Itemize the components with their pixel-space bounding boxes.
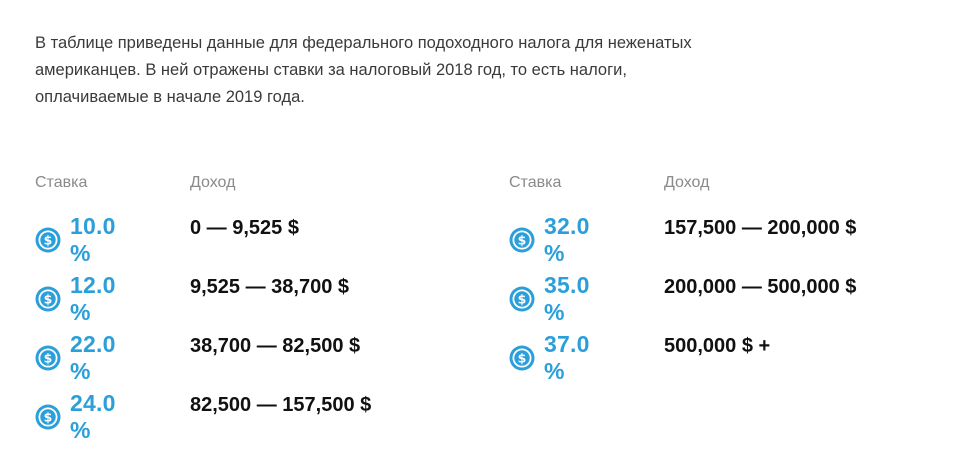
income-header: Доход [664,174,710,191]
svg-text:$: $ [518,351,527,366]
income-range: 500,000 $ + [664,335,771,357]
rate-value: 37.0 % [544,331,590,384]
intro-text: В таблице приведены данные для федеральн… [35,34,692,106]
income-range: 82,500 — 157,500 $ [190,394,372,416]
rate-value: 35.0 % [544,272,590,325]
rate-header: Ставка [509,174,562,191]
income-range: 38,700 — 82,500 $ [190,335,361,357]
svg-text:$: $ [518,292,527,307]
rate-cell: $ 10.0 % [35,213,116,267]
dollar-coin-icon: $ [509,227,535,253]
income-range: 157,500 — 200,000 $ [664,217,857,239]
rate-value: 24.0 % [70,390,116,443]
dollar-coin-icon: $ [35,227,61,253]
dollar-coin-icon: $ [35,345,61,371]
dollar-coin-icon: $ [509,345,535,371]
rate-cell: $ 32.0 % [509,213,590,267]
rate-cell: $ 37.0 % [509,331,590,385]
dollar-coin-icon: $ [509,286,535,312]
rate-cell: $ 22.0 % [35,331,116,385]
dollar-coin-icon: $ [35,404,61,430]
rate-value: 12.0 % [70,272,116,325]
rate-cell: $ 12.0 % [35,272,116,326]
svg-text:$: $ [44,351,53,366]
income-range: 200,000 — 500,000 $ [664,276,857,298]
svg-text:$: $ [518,233,527,248]
income-range: 9,525 — 38,700 $ [190,276,350,298]
rate-cell: $ 35.0 % [509,272,590,326]
rate-value: 22.0 % [70,331,116,384]
svg-text:$: $ [44,233,53,248]
income-range: 0 — 9,525 $ [190,217,299,239]
svg-text:$: $ [44,410,53,425]
income-header: Доход [190,174,236,191]
rate-value: 32.0 % [544,213,590,266]
rate-value: 10.0 % [70,213,116,266]
svg-text:$: $ [44,292,53,307]
rate-header: Ставка [35,174,88,191]
dollar-coin-icon: $ [35,286,61,312]
rate-cell: $ 24.0 % [35,390,116,444]
